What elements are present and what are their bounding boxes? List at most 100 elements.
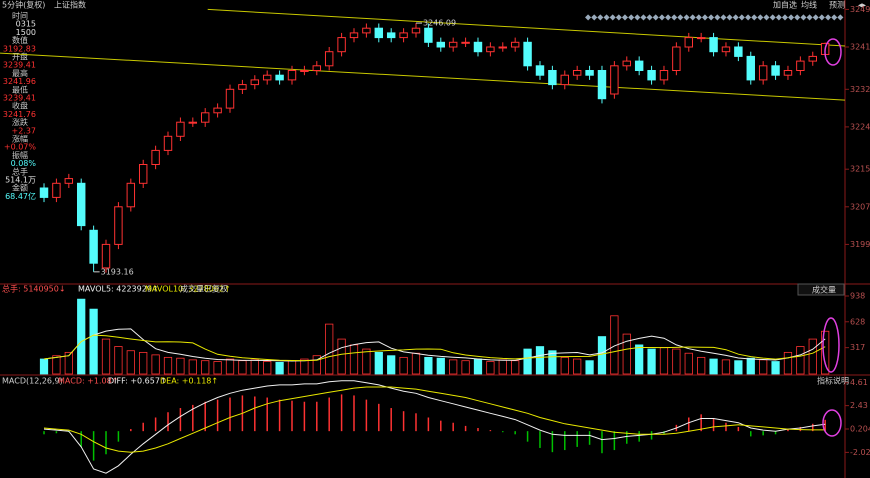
candle-body: [64, 178, 74, 184]
candle-body: [250, 79, 260, 86]
tool-button[interactable]: 均线: [801, 0, 817, 10]
marker-dots: ◆◆◆◆◆◆◆◆◆◆◆◆◆◆◆◆◆◆◆◆◆◆◆◆◆◆◆◆◆◆◆◆◆◆◆◆◆◆◆◆…: [585, 13, 844, 22]
info-label: 收盘: [12, 101, 28, 111]
info-label: 最低: [12, 84, 28, 94]
y-tick-label: 3199: [850, 240, 870, 249]
highlight-circle: [824, 38, 842, 66]
candle-body: [362, 27, 371, 34]
volume-bar: [300, 358, 309, 375]
y-tick-label: 938: [850, 292, 865, 301]
info-label: 时间: [12, 11, 28, 21]
pane-button[interactable]: 成交量: [812, 285, 836, 295]
info-value: 3241.76: [3, 110, 36, 119]
candle-body: [548, 70, 557, 86]
candle-body: [101, 243, 111, 269]
candle-body: [510, 41, 520, 48]
candle-body: [461, 41, 470, 44]
candle-body: [287, 70, 297, 81]
volume-bar: [597, 336, 607, 375]
volume-bar: [64, 351, 73, 375]
y-tick-label: 628: [850, 317, 865, 326]
volume-bar: [101, 338, 111, 375]
info-value: +2.37: [11, 126, 36, 135]
candle-body: [163, 135, 173, 151]
nav-arrows[interactable]: ◂▸: [858, 1, 866, 10]
y-tick-label: 3224: [850, 122, 870, 131]
volume-bar: [622, 333, 631, 375]
volume-total: 总手: 5140950↓: [2, 284, 66, 294]
volume-bar: [659, 346, 669, 375]
volume-bar: [287, 360, 297, 375]
info-value: 3192.83: [3, 44, 36, 53]
volume-bar: [52, 355, 61, 375]
y-tick-label: 3207: [850, 202, 870, 211]
candle-body: [126, 182, 136, 208]
pane-button[interactable]: 指标说明: [817, 376, 849, 386]
y-tick-label: 4.61: [850, 378, 868, 387]
volume-bar: [114, 346, 123, 375]
candle-body: [560, 74, 569, 86]
candle-body: [486, 46, 495, 53]
volume-bar: [312, 355, 321, 375]
y-tick-label: 317: [850, 343, 865, 352]
candle-body: [386, 32, 396, 39]
info-value: 3241.96: [3, 77, 36, 86]
tool-button[interactable]: 加自选: [773, 0, 797, 10]
info-value: 1500: [16, 28, 36, 37]
candle-body: [535, 65, 545, 76]
volume-bar: [139, 351, 148, 375]
candle-body: [659, 70, 669, 81]
volume-bar: [759, 359, 768, 375]
legend-entry: MAVOL10: 3278062↑: [145, 285, 231, 294]
volume-bar: [263, 361, 272, 375]
candle-body: [622, 60, 631, 67]
candle-body: [796, 60, 805, 71]
volume-bar: [39, 358, 49, 375]
volume-bar: [783, 351, 793, 375]
volume-bar: [213, 361, 222, 375]
volume-bar: [163, 356, 173, 375]
info-label: 振幅: [12, 150, 28, 160]
candle-body: [114, 206, 123, 245]
candle-body: [213, 107, 222, 114]
candle-body: [188, 121, 198, 124]
candle-body: [758, 65, 768, 81]
volume-bar: [225, 358, 235, 375]
candle-body: [89, 229, 98, 264]
candle-body: [684, 37, 693, 48]
volume-bar: [560, 356, 569, 375]
volume-bar: [647, 348, 656, 375]
info-bg: [0, 11, 38, 205]
candle-body: [498, 46, 508, 49]
candle-body: [349, 32, 359, 39]
candle-body: [672, 46, 681, 71]
volume-bar: [721, 359, 731, 375]
volume-bar: [201, 360, 210, 375]
tool-button[interactable]: 预测: [829, 0, 845, 10]
volume-bar: [411, 352, 421, 375]
volume-bar: [449, 359, 458, 375]
candle-body: [238, 84, 247, 90]
volume-bar: [523, 348, 532, 375]
candle-body: [783, 70, 793, 76]
volume-bar: [746, 357, 755, 375]
candle-body: [771, 65, 780, 76]
candle-body: [411, 27, 421, 34]
volume-bar: [548, 350, 557, 375]
candle-body: [597, 70, 607, 100]
volume-bar: [151, 354, 160, 375]
info-label: 开盘: [12, 52, 28, 62]
volume-bar: [349, 344, 359, 375]
volume-bar: [77, 298, 86, 375]
candle-body: [138, 164, 148, 184]
highlight-circle: [822, 317, 840, 373]
series-line: [43, 386, 826, 453]
y-tick-label: -2.02: [850, 448, 870, 457]
annotation-label: 3193.16: [101, 267, 134, 276]
info-label: 金额: [12, 183, 28, 193]
info-value: 0315: [16, 20, 36, 29]
candle-body: [39, 187, 49, 198]
info-value: 514.1万: [5, 176, 36, 185]
candle-body: [808, 55, 817, 62]
y-tick-label: 0.204: [850, 425, 870, 434]
